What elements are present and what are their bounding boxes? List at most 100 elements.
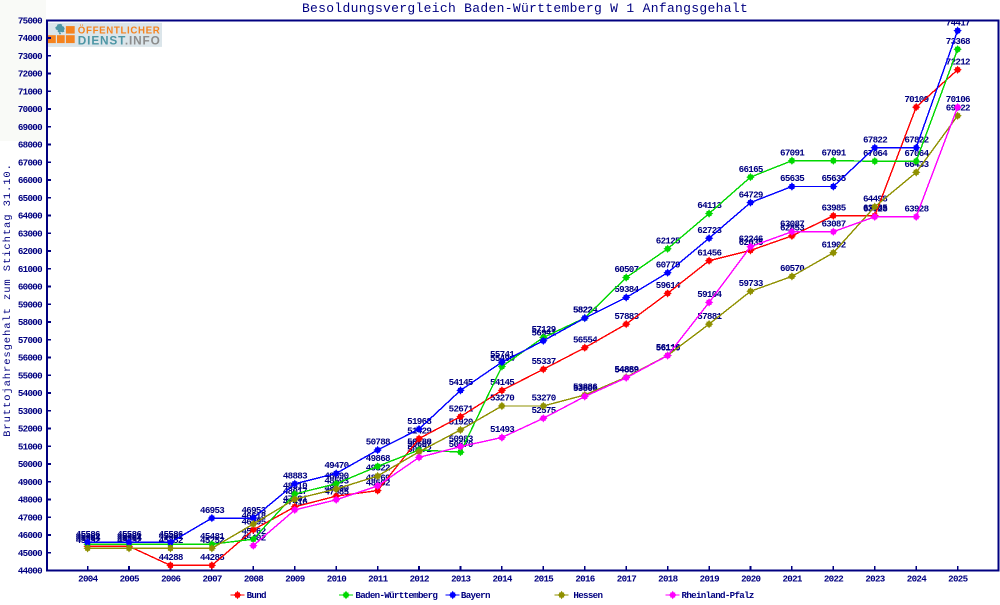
svg-text:63087: 63087 — [821, 218, 845, 229]
svg-text:58000: 58000 — [18, 317, 42, 328]
svg-text:67091: 67091 — [780, 147, 805, 158]
svg-text:47985: 47985 — [324, 487, 349, 498]
svg-text:Bruttojahresgehalt zum Stichta: Bruttojahresgehalt zum Stichtag 31.10. — [2, 163, 14, 437]
svg-text:60000: 60000 — [18, 282, 42, 293]
svg-text:60507: 60507 — [614, 264, 638, 275]
svg-text:Rheinland-Pfalz: Rheinland-Pfalz — [682, 590, 754, 600]
svg-text:70109: 70109 — [904, 94, 928, 105]
svg-text:60779: 60779 — [656, 259, 680, 270]
svg-text:60570: 60570 — [780, 263, 804, 274]
svg-text:63928: 63928 — [904, 204, 929, 215]
svg-text:2017: 2017 — [617, 574, 636, 585]
svg-text:67064: 67064 — [863, 148, 888, 159]
svg-text:45364: 45364 — [76, 533, 101, 544]
svg-text:69000: 69000 — [18, 122, 42, 133]
svg-text:65000: 65000 — [18, 193, 42, 204]
svg-text:64498: 64498 — [863, 193, 888, 204]
svg-text:53886: 53886 — [573, 382, 597, 393]
svg-text:62853: 62853 — [780, 223, 805, 234]
svg-text:2020: 2020 — [741, 574, 760, 585]
svg-text:2011: 2011 — [368, 574, 388, 585]
svg-text:Besoldungsvergleich Baden-Würt: Besoldungsvergleich Baden-Württemberg W … — [302, 1, 748, 16]
svg-text:48883: 48883 — [283, 471, 308, 482]
svg-text:74000: 74000 — [18, 33, 42, 44]
svg-text:44288: 44288 — [200, 552, 225, 563]
svg-text:67000: 67000 — [18, 158, 42, 169]
svg-text:2022: 2022 — [824, 574, 843, 585]
svg-text:2025: 2025 — [948, 574, 968, 585]
svg-text:45586: 45586 — [76, 529, 100, 540]
svg-text:65635: 65635 — [821, 173, 846, 184]
svg-text:54889: 54889 — [614, 364, 638, 375]
svg-text:2018: 2018 — [658, 574, 678, 585]
svg-text:70000: 70000 — [18, 104, 42, 115]
svg-text:56554: 56554 — [573, 334, 598, 345]
svg-text:2009: 2009 — [285, 574, 304, 585]
svg-text:56941: 56941 — [531, 328, 556, 339]
svg-text:65635: 65635 — [780, 173, 805, 184]
svg-text:49470: 49470 — [324, 460, 348, 471]
svg-text:2021: 2021 — [782, 574, 802, 585]
svg-text:62125: 62125 — [656, 236, 681, 247]
svg-text:56118: 56118 — [656, 342, 681, 353]
svg-text:51493: 51493 — [490, 424, 515, 435]
svg-text:2004: 2004 — [78, 574, 98, 585]
svg-text:59000: 59000 — [18, 300, 42, 311]
svg-text:45252: 45252 — [200, 535, 224, 546]
svg-text:44000: 44000 — [18, 566, 42, 577]
svg-text:59384: 59384 — [614, 284, 639, 295]
svg-text:59104: 59104 — [697, 289, 722, 300]
svg-text:2013: 2013 — [451, 574, 471, 585]
svg-text:67822: 67822 — [904, 134, 928, 145]
svg-text:55741: 55741 — [490, 349, 515, 360]
svg-text:70106: 70106 — [946, 94, 970, 105]
svg-text:52575: 52575 — [531, 405, 556, 416]
svg-text:73000: 73000 — [18, 51, 42, 62]
svg-text:2019: 2019 — [700, 574, 719, 585]
svg-text:54145: 54145 — [449, 377, 474, 388]
svg-text:54859: 54859 — [614, 365, 638, 376]
svg-text:2010: 2010 — [327, 574, 346, 585]
svg-text:53000: 53000 — [18, 406, 42, 417]
svg-text:49868: 49868 — [366, 453, 391, 464]
svg-text:57000: 57000 — [18, 335, 42, 346]
svg-text:2005: 2005 — [120, 574, 140, 585]
svg-text:50000: 50000 — [18, 459, 42, 470]
svg-text:63000: 63000 — [18, 229, 42, 240]
svg-text:2023: 2023 — [865, 574, 885, 585]
svg-text:57881: 57881 — [697, 311, 722, 322]
svg-text:50788: 50788 — [407, 437, 432, 448]
svg-text:2024: 2024 — [907, 574, 927, 585]
svg-text:2014: 2014 — [492, 574, 512, 585]
svg-text:67822: 67822 — [863, 134, 887, 145]
svg-text:67091: 67091 — [821, 147, 846, 158]
svg-text:46000: 46000 — [18, 530, 42, 541]
svg-text:62246: 62246 — [739, 233, 763, 244]
svg-text:72212: 72212 — [946, 57, 970, 68]
svg-text:51000: 51000 — [18, 442, 42, 453]
svg-text:46953: 46953 — [241, 505, 266, 516]
svg-text:45000: 45000 — [18, 548, 42, 559]
svg-text:45481: 45481 — [76, 531, 101, 542]
svg-text:54145: 54145 — [490, 377, 515, 388]
svg-text:55337: 55337 — [531, 356, 555, 367]
svg-text:67064: 67064 — [904, 148, 929, 159]
svg-text:59614: 59614 — [656, 280, 681, 291]
svg-text:61456: 61456 — [697, 247, 721, 258]
svg-text:ÖFFENTLICHER: ÖFFENTLICHER — [78, 25, 160, 36]
svg-text:58224: 58224 — [573, 305, 598, 316]
svg-text:Bayern: Bayern — [461, 590, 490, 600]
svg-text:66165: 66165 — [739, 164, 764, 175]
svg-text:2008: 2008 — [244, 574, 264, 585]
svg-text:56110: 56110 — [656, 342, 680, 353]
svg-text:63985: 63985 — [821, 203, 846, 214]
svg-text:74417: 74417 — [946, 17, 970, 28]
svg-text:45586: 45586 — [159, 529, 183, 540]
svg-text:2015: 2015 — [534, 574, 554, 585]
svg-text:66000: 66000 — [18, 175, 42, 186]
svg-text:2012: 2012 — [410, 574, 429, 585]
svg-text:61000: 61000 — [18, 264, 42, 275]
svg-text:2016: 2016 — [575, 574, 594, 585]
svg-text:53270: 53270 — [531, 393, 555, 404]
svg-text:53806: 53806 — [573, 383, 597, 394]
